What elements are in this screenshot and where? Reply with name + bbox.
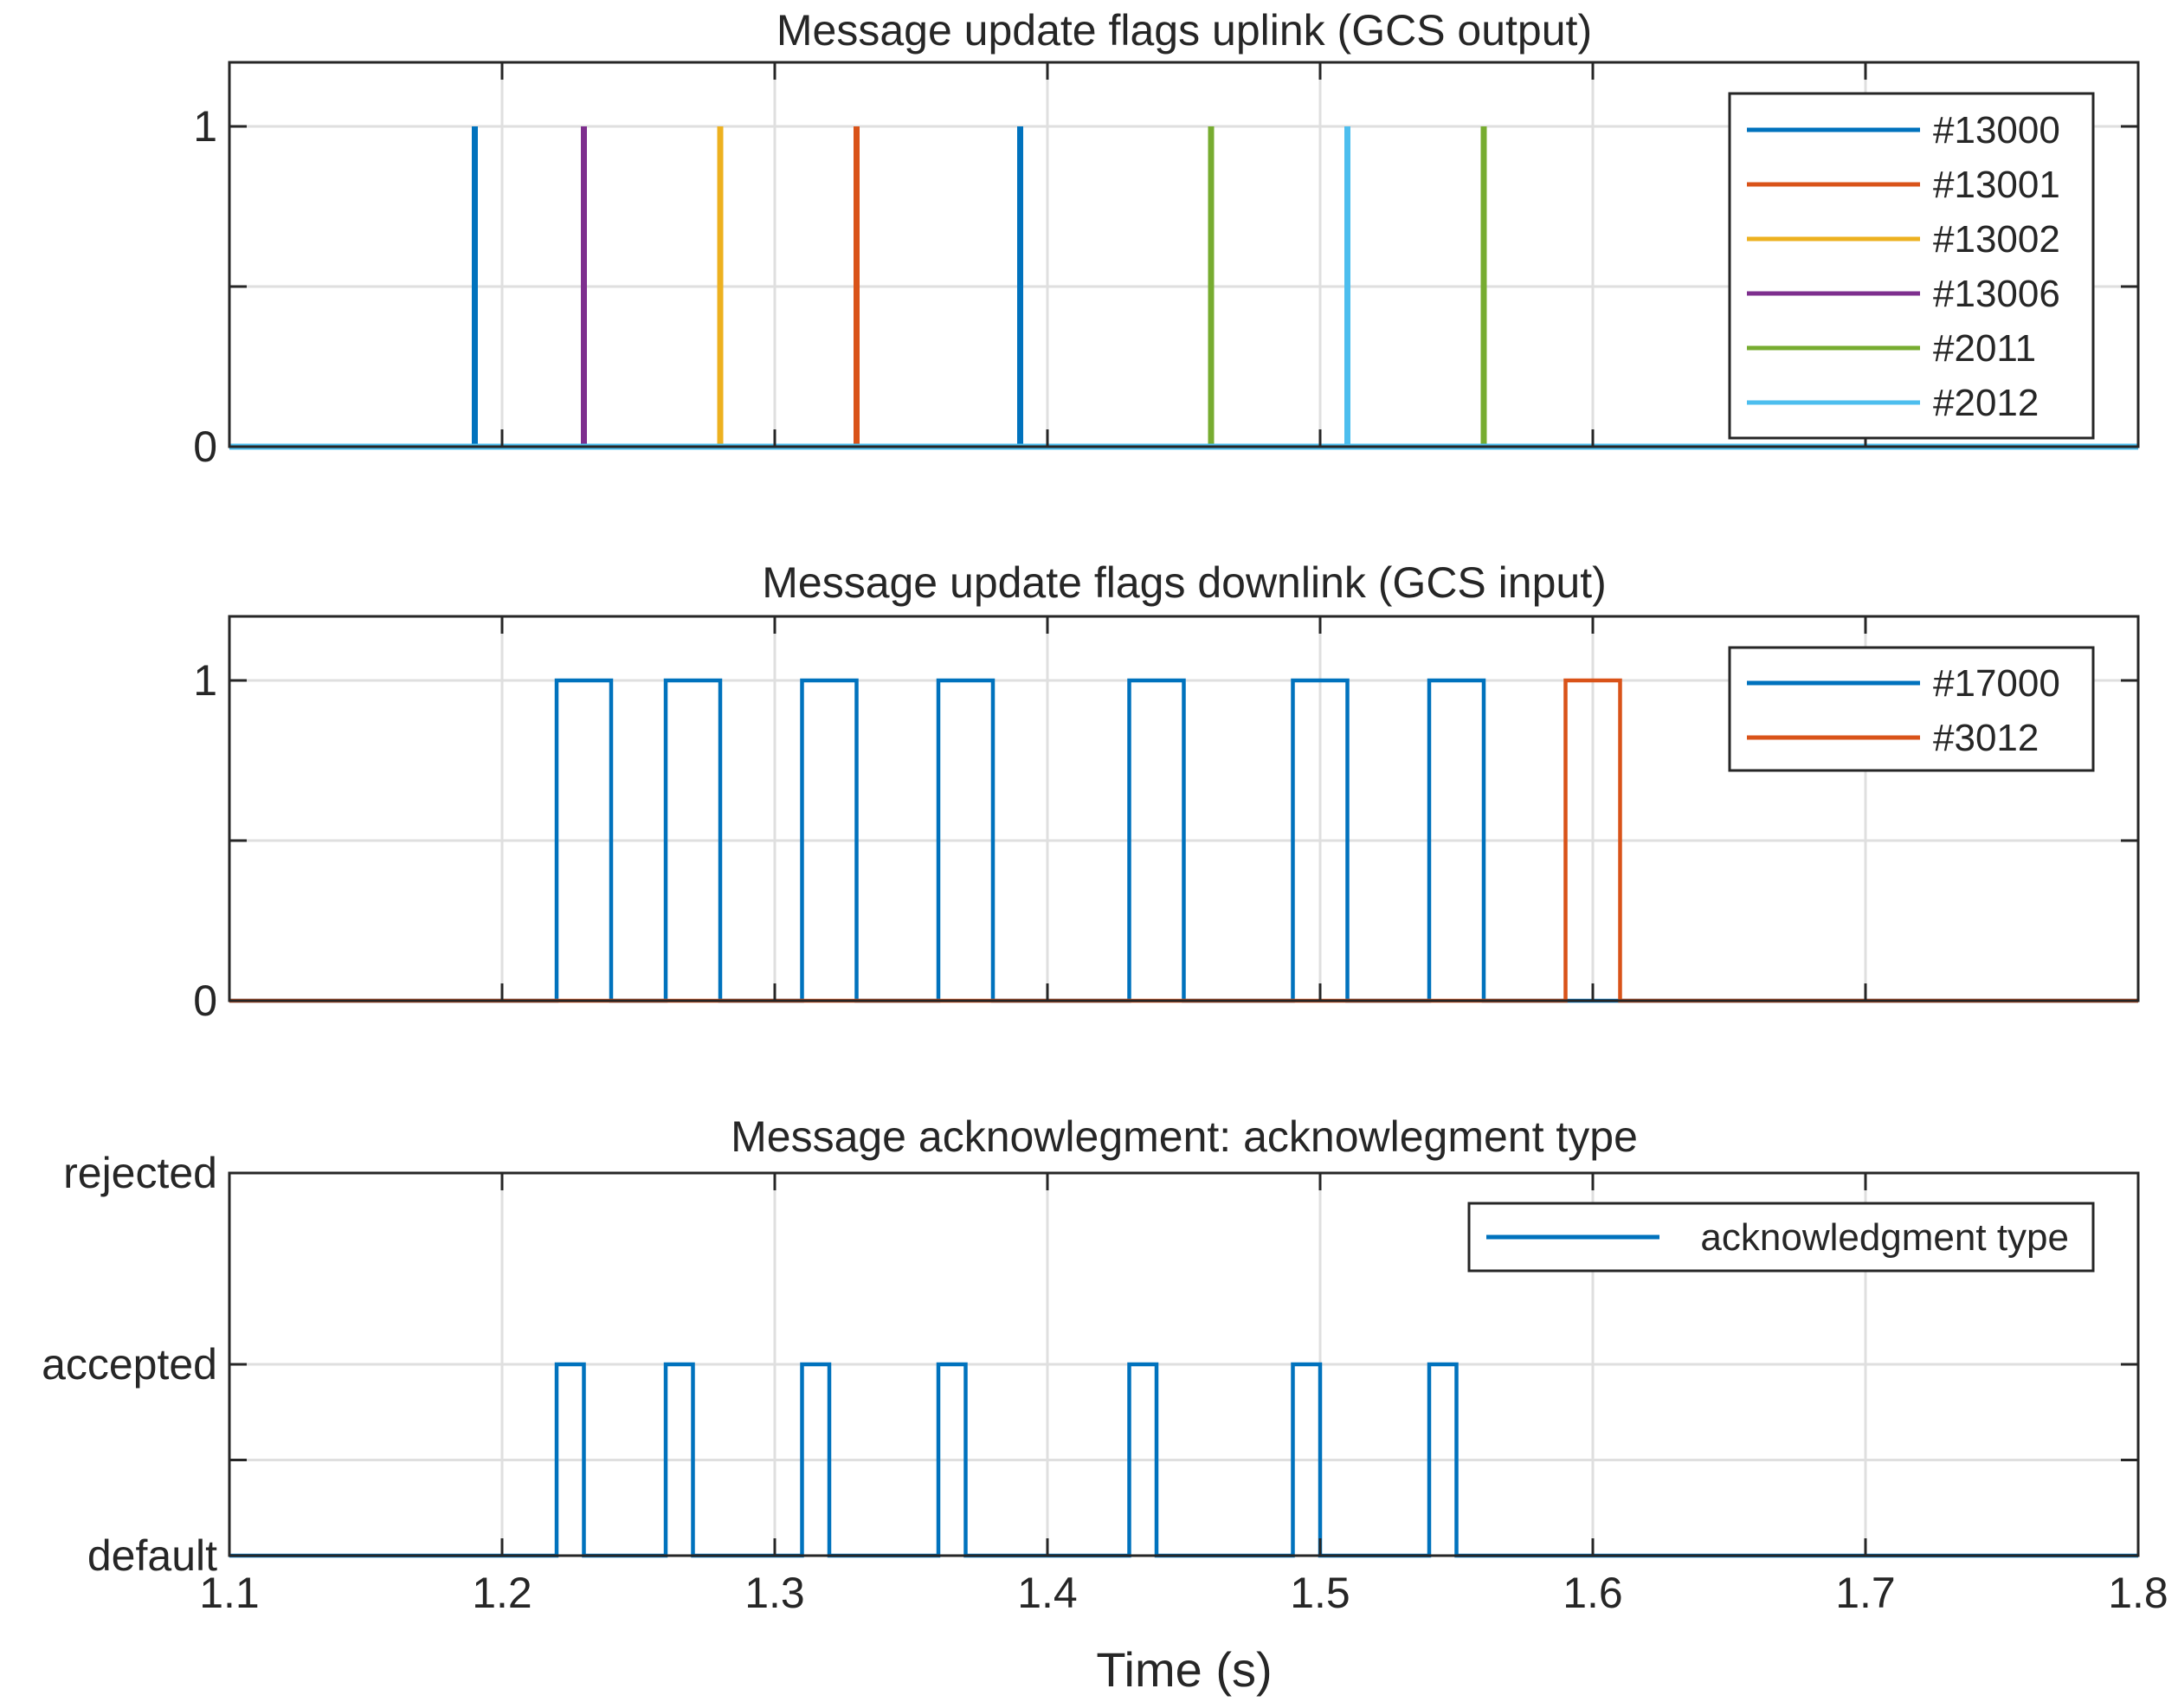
legend-box [1728,92,2095,440]
panel-downlink-legend: #17000 #3012 [1728,646,2095,772]
legend-box [1728,646,2095,772]
x-tick-label: 1.4 [1017,1569,1078,1617]
panel-ack-ticks: default accepted rejected 1.1 1.2 1.3 1.4 1.5 1.… [42,1149,2168,1617]
panel-ack-title: Message acknowlegment: acknowlegment typ… [731,1112,1638,1161]
legend-label-17000: #17000 [1933,662,2060,705]
legend-label-2011: #2011 [1933,327,2036,370]
legend-label-13006: #13006 [1933,273,2060,315]
y-tick-label: 0 [193,976,217,1025]
y-tick-label: 1 [193,656,217,705]
panel-uplink: Message update flags uplink (GCS output)… [193,6,2140,471]
legend-label-13000: #13000 [1933,109,2060,151]
y-tick-label: 0 [193,422,217,471]
legend-label-13002: #13002 [1933,218,2060,261]
x-tick-label: 1.5 [1290,1569,1350,1617]
legend-label-3012: #3012 [1933,717,2039,759]
x-axis-label: Time (s) [1096,1642,1272,1697]
panel-downlink-ticks: 01 [193,616,2138,1025]
x-tick-label: 1.3 [744,1569,805,1617]
legend-label-2012: #2012 [1933,382,2039,424]
panel-ack-grid [229,1173,2138,1556]
x-tick-label: 1.7 [1835,1569,1896,1617]
y-tick-label: default [87,1531,217,1580]
y-tick-label: rejected [63,1149,217,1197]
panel-uplink-legend: #13000 #13001 #13002 #13006 #2011 #2012 [1728,92,2095,440]
panel-downlink-axes-box [228,615,2140,1002]
y-tick-label: 1 [193,102,217,151]
x-tick-label: 1.8 [2108,1569,2168,1617]
panel-uplink-ticks: 01 [193,62,2138,471]
legend-label-13001: #13001 [1933,164,2060,206]
legend-label-ack: acknowledgment type [1700,1216,2069,1259]
panel-downlink-title: Message update flags downlink (GCS input… [762,558,1607,607]
panel-ack-legend: acknowledgment type [1467,1202,2095,1273]
x-tick-label: 1.2 [472,1569,532,1617]
panel-uplink-title: Message update flags uplink (GCS output) [776,6,1592,55]
y-tick-label: accepted [42,1340,217,1389]
panel-downlink: Message update flags downlink (GCS input… [193,558,2140,1025]
x-tick-label: 1.1 [199,1569,260,1617]
panel-ack: Message acknowlegment: acknowlegment typ… [42,1112,2168,1697]
x-tick-label: 1.6 [1563,1569,1623,1617]
panel-uplink-axes-box [228,61,2140,448]
